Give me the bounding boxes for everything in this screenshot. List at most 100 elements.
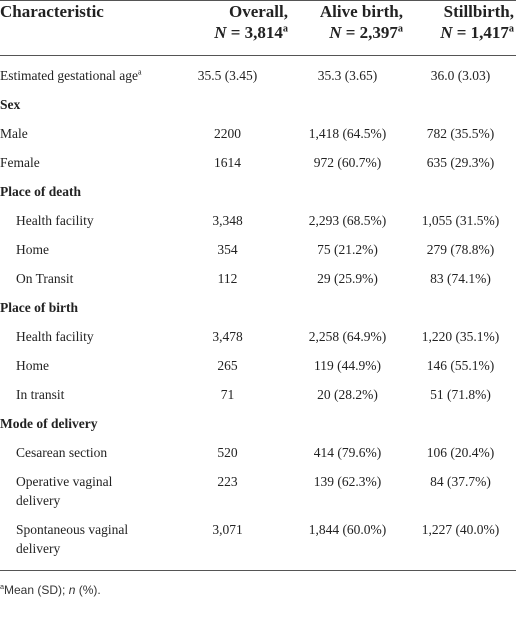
footnote-marker: a (0, 582, 4, 591)
table-row: Home 265 119 (44.9%) 146 (55.1%) (0, 351, 516, 380)
table-body: Estimated gestational agea 35.5 (3.45) 35.… (0, 56, 516, 571)
value-cell: 279 (78.8%) (426, 242, 495, 257)
footnote: aMean (SD); n (%). (0, 583, 516, 597)
header-label: Stillbirth, (443, 2, 514, 21)
note-marker: a (397, 23, 403, 35)
value-cell: 3,478 (212, 329, 243, 344)
value-cell: 520 (217, 445, 238, 460)
value-cell: 223 (217, 474, 238, 489)
section-title: Sex (0, 97, 21, 112)
table-row: Operative vaginal delivery 223 139 (62.3%)… (0, 467, 516, 515)
header-row: Characteristic Overall, N = 3,814a Alive bi… (0, 0, 516, 56)
value-cell: 3,348 (212, 213, 243, 228)
value-cell: 35.3 (3.65) (317, 68, 378, 83)
row-label-text: Health facility (16, 213, 94, 228)
header-cell: Characteristic (0, 0, 165, 56)
row-label: Estimated gestational agea (0, 56, 165, 91)
value-cell: 2200 (214, 126, 241, 141)
n-symbol: N (329, 23, 342, 42)
table-row: In transit 71 20 (28.2%) 51 (71.8%) (0, 380, 516, 409)
value-cell: 139 (62.3%) (313, 474, 382, 489)
section-title: Mode of delivery (0, 416, 98, 431)
value-cell: 972 (60.7%) (313, 155, 382, 170)
header-cell: Overall, N = 3,814a (165, 0, 290, 56)
value-cell: 84 (37.7%) (430, 474, 491, 489)
value-cell: 1614 (214, 155, 241, 170)
value-cell: 83 (74.1%) (430, 271, 491, 286)
table-header: Characteristic Overall, N = 3,814a Alive bi… (0, 0, 516, 56)
value-cell: 20 (28.2%) (317, 387, 378, 402)
n-symbol: N (440, 23, 453, 42)
header-label: Overall, (228, 2, 288, 21)
row-label: In transit (0, 380, 165, 409)
value-cell: 29 (25.9%) (317, 271, 378, 286)
section-title: Place of birth (0, 300, 78, 315)
row-label-text: Home (16, 358, 49, 373)
n-symbol: N (214, 23, 227, 42)
row-label: Cesarean section (0, 438, 165, 467)
row-label: Health facility (0, 322, 165, 351)
value-cell: 3,071 (165, 515, 290, 571)
value-cell: 2,293 (68.5%) (308, 213, 387, 228)
row-label-text: Cesarean section (16, 445, 108, 460)
row-label: Home (0, 235, 165, 264)
section-row: Place of birth (0, 293, 516, 322)
row-label-text: In transit (16, 387, 65, 402)
header-label: Characteristic (0, 2, 104, 21)
value-cell: 1,055 (31.5%) (421, 213, 500, 228)
footnote-italic: n (68, 583, 76, 597)
value-cell: 119 (44.9%) (314, 358, 381, 373)
value-cell: 75 (21.2%) (317, 242, 378, 257)
data-table: Characteristic Overall, N = 3,814a Alive bi… (0, 0, 516, 571)
footnote-text: (%). (75, 583, 101, 597)
value-cell: 265 (217, 358, 238, 373)
row-label: Female (0, 148, 165, 177)
section-row: Mode of delivery (0, 409, 516, 438)
row-label-text: Male (0, 126, 28, 141)
value-cell: 1,227 (40.0%) (405, 515, 516, 571)
table-row: Health facility 3,348 2,293 (68.5%) 1,055 (… (0, 206, 516, 235)
row-label-text: Spontaneous vaginal delivery (16, 522, 129, 556)
row-label-text: Home (16, 242, 49, 257)
row-label: Male (0, 119, 165, 148)
value-cell: 146 (55.1%) (426, 358, 495, 373)
row-label-text: On Transit (16, 271, 74, 286)
value-cell: 112 (217, 271, 238, 286)
note-marker: a (282, 23, 288, 35)
value-cell: 1,418 (64.5%) (308, 126, 387, 141)
section-title: Place of death (0, 184, 81, 199)
value-cell: 71 (220, 387, 235, 402)
header-cell: Stillbirth, N = 1,417a (405, 0, 516, 56)
n-value: = 1,417 (452, 23, 509, 42)
table-row: Health facility 3,478 2,258 (64.9%) 1,220 (… (0, 322, 516, 351)
row-label: Health facility (0, 206, 165, 235)
table-row: Estimated gestational agea 35.5 (3.45) 35.… (0, 56, 516, 91)
value-cell: 635 (29.3%) (426, 155, 495, 170)
value-cell: 2,258 (64.9%) (308, 329, 387, 344)
note-marker: a (137, 67, 142, 77)
section-row: Place of death (0, 177, 516, 206)
table-row: Home 354 75 (21.2%) 279 (78.8%) (0, 235, 516, 264)
n-value: = 3,814 (226, 23, 283, 42)
n-value: = 2,397 (341, 23, 398, 42)
value-cell: 1,844 (60.0%) (290, 515, 405, 571)
value-cell: 35.5 (3.45) (197, 68, 258, 83)
table-row: Cesarean section 520 414 (79.6%) 106 (20.4%… (0, 438, 516, 467)
section-row: Sex (0, 90, 516, 119)
row-label: On Transit (0, 264, 165, 293)
row-label-text: Health facility (16, 329, 94, 344)
value-cell: 414 (79.6%) (313, 445, 382, 460)
row-label-text: Estimated gestational age (0, 68, 138, 83)
row-label: Home (0, 351, 165, 380)
value-cell: 1,220 (35.1%) (421, 329, 500, 344)
row-label-text: Operative vaginal delivery (16, 474, 113, 508)
table-row: Spontaneous vaginal delivery 3,071 1,844 (… (0, 515, 516, 571)
header-cell: Alive birth, N = 2,397a (290, 0, 405, 56)
table-row: Female 1614 972 (60.7%) 635 (29.3%) (0, 148, 516, 177)
note-marker: a (508, 23, 514, 35)
value-cell: 782 (35.5%) (426, 126, 495, 141)
value-cell: 51 (71.8%) (430, 387, 491, 402)
table-row: On Transit 112 29 (25.9%) 83 (74.1%) (0, 264, 516, 293)
header-label: Alive birth, (319, 2, 403, 21)
